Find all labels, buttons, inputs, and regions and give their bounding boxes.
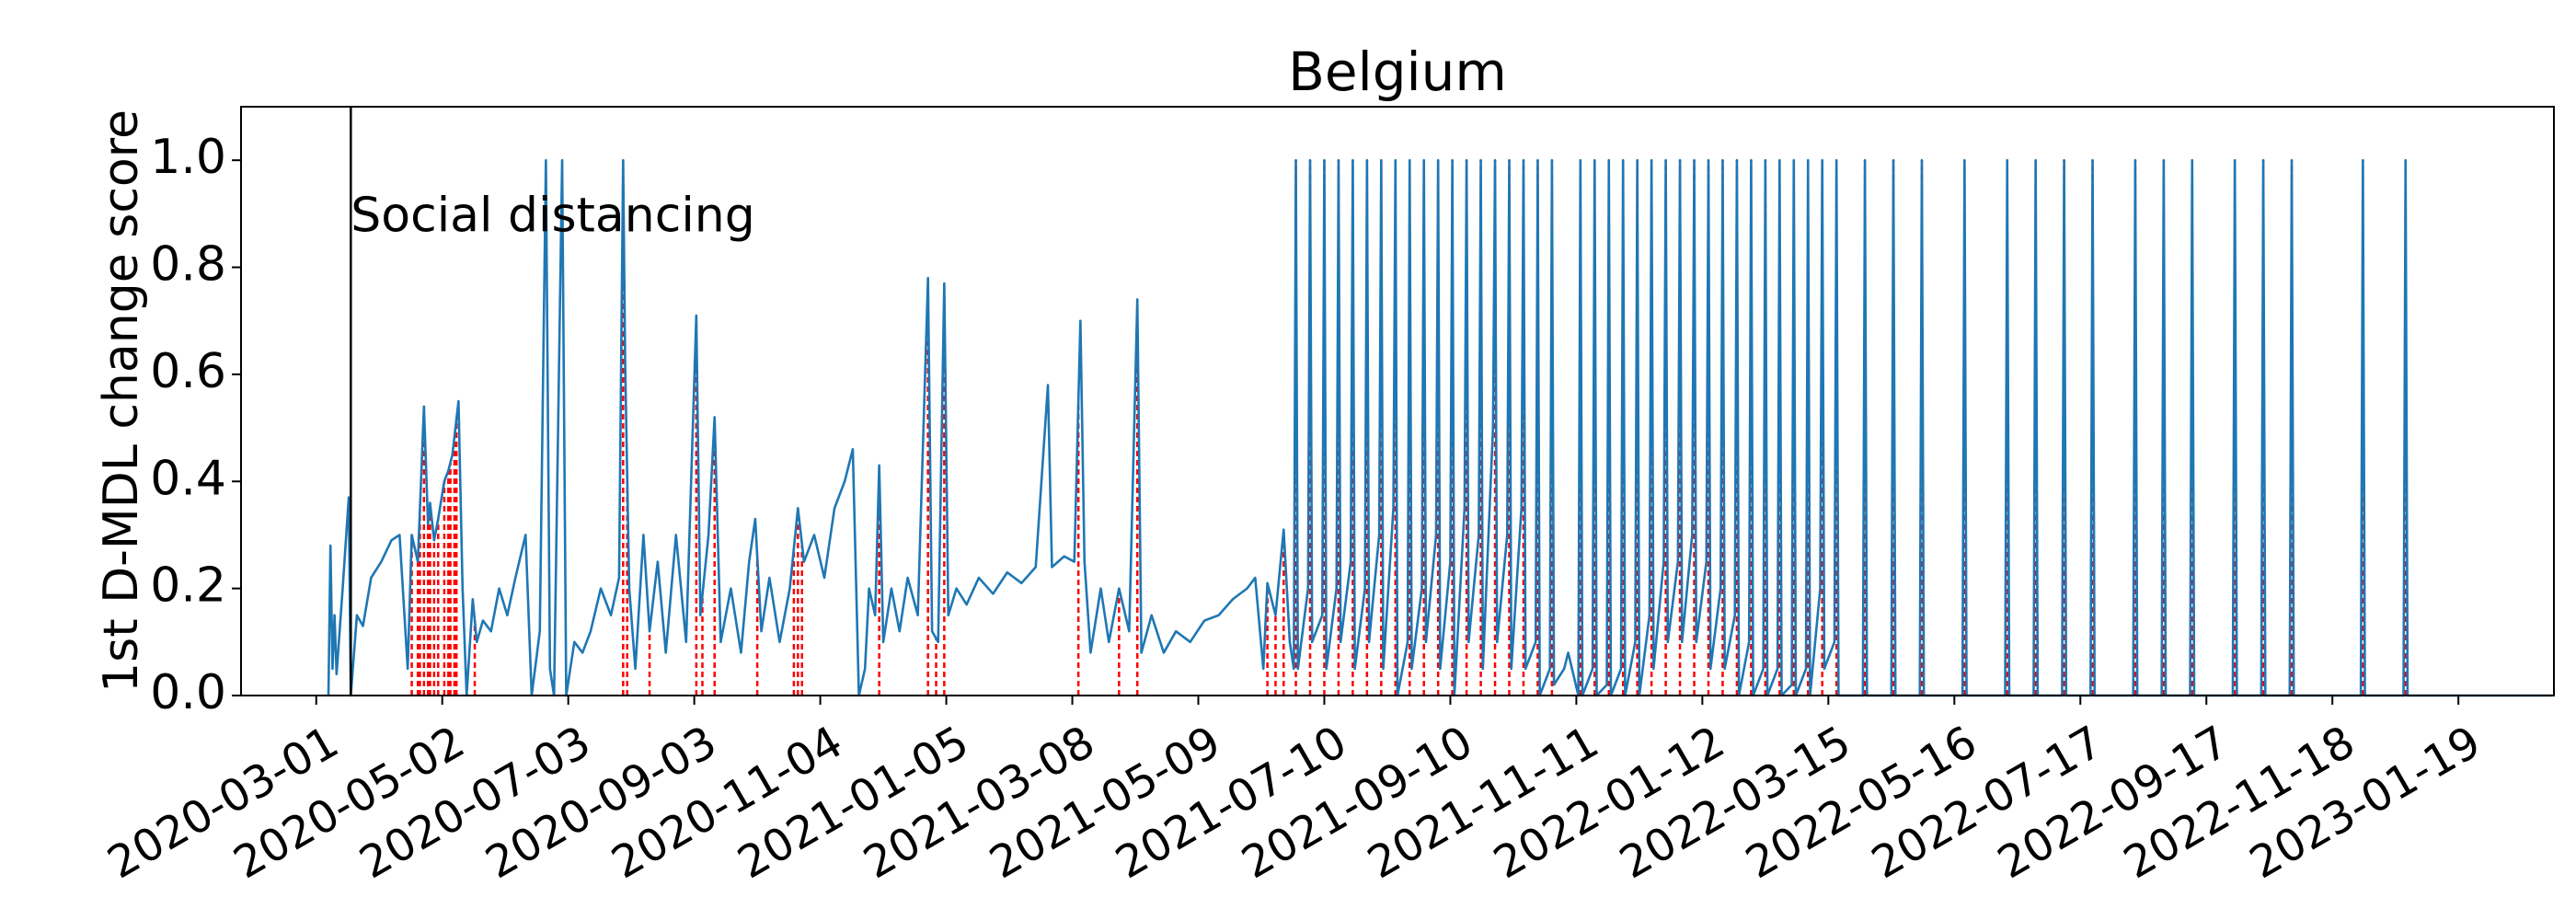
plot-frame — [240, 106, 2555, 696]
y-tick-label: 0.4 — [150, 451, 226, 506]
chart-title: Belgium — [1288, 40, 1507, 103]
y-tick-label: 0.0 — [150, 665, 226, 720]
event-label: Social distancing — [351, 189, 754, 244]
plot-area — [327, 107, 2552, 697]
y-axis-label: 1st D-MDL change score — [94, 109, 149, 693]
y-tick-label: 0.8 — [150, 237, 226, 293]
y-tick-label: 1.0 — [150, 130, 226, 185]
y-tick-label: 0.2 — [150, 558, 226, 614]
y-tick-label: 0.6 — [150, 344, 226, 399]
